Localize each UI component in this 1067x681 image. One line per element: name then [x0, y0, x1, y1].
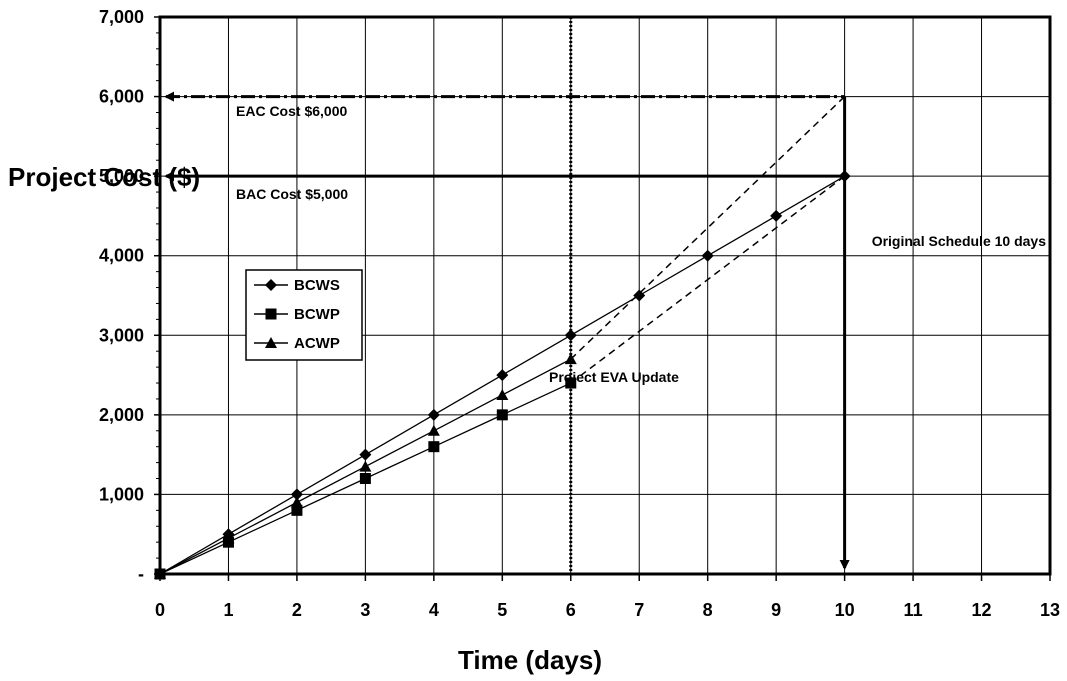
x-tick-label: 1: [223, 600, 233, 620]
data-point: [496, 369, 509, 382]
data-point: [496, 409, 508, 421]
x-tick-label: 0: [155, 600, 165, 620]
data-point: [428, 441, 440, 453]
data-point: [564, 329, 577, 342]
x-tick-label: 12: [972, 600, 992, 620]
y-tick-label: -: [138, 564, 144, 584]
y-tick-label: 5,000: [99, 166, 144, 186]
x-tick-label: 7: [634, 600, 644, 620]
x-tick-label: 9: [771, 600, 781, 620]
x-tick-label: 10: [835, 600, 855, 620]
data-point: [427, 408, 440, 421]
plot-border: [158, 15, 1052, 576]
legend: BCWS BCWP ACWP: [245, 269, 363, 361]
legend-marker: [265, 308, 277, 320]
y-tick-label: 3,000: [99, 325, 144, 345]
y-tick-label: 4,000: [99, 246, 144, 266]
data-point: [701, 249, 714, 262]
projection-lines: [570, 96, 846, 384]
legend-marker: [265, 337, 277, 348]
y-tick-label: 6,000: [99, 87, 144, 107]
legend-item: BCWP: [254, 306, 340, 323]
annotation-label: BAC Cost $5,000: [236, 186, 348, 202]
data-point: [359, 473, 371, 485]
data-point: [564, 353, 577, 365]
annotation-label: EAC Cost $6,000: [236, 103, 347, 119]
legend-marker: [265, 279, 277, 291]
data-point: [633, 289, 646, 302]
x-tick-label: 6: [566, 600, 576, 620]
legend-label: ACWP: [294, 335, 340, 352]
x-tick-label: 5: [497, 600, 507, 620]
data-point: [565, 377, 577, 389]
data-point: [291, 504, 303, 516]
x-tick-label: 13: [1040, 600, 1060, 620]
x-axis-title: Time (days): [458, 645, 602, 675]
data-point: [770, 209, 783, 222]
annotation-label: Project EVA Update: [549, 369, 679, 385]
data-point: [359, 460, 372, 472]
data-point: [496, 388, 509, 400]
x-tick-label: 2: [292, 600, 302, 620]
legend-item: BCWS: [254, 277, 340, 294]
data-point: [290, 488, 303, 501]
y-tick-label: 2,000: [99, 405, 144, 425]
legend-label: BCWP: [294, 306, 340, 323]
data-point: [222, 532, 235, 544]
projection-line: [570, 175, 846, 384]
annotation-label: Original Schedule 10 days: [872, 233, 1047, 249]
y-tick-label: 1,000: [99, 484, 144, 504]
y-tick-label: 7,000: [99, 7, 144, 27]
projection-line: [570, 96, 846, 360]
x-tick-label: 11: [904, 600, 923, 620]
series-group: [154, 170, 851, 580]
x-tick-label: 4: [429, 600, 439, 620]
x-tick-label: 8: [703, 600, 713, 620]
axis-ticks: 0 1 2 3 4 5 6 7 8 9 10 11 12 13-1,0002,0003,0004,0005…: [99, 7, 1060, 620]
legend-item: ACWP: [254, 335, 340, 352]
data-point: [838, 170, 851, 183]
legend-label: BCWS: [294, 277, 340, 294]
data-point: [290, 496, 303, 508]
x-tick-label: 3: [360, 600, 370, 620]
annotations: EAC Cost $6,000 BAC Cost $5,000 Original S…: [236, 103, 1046, 385]
data-point: [359, 448, 372, 461]
y-axis-title: Project Cost ($): [8, 162, 200, 192]
data-point: [427, 424, 440, 436]
